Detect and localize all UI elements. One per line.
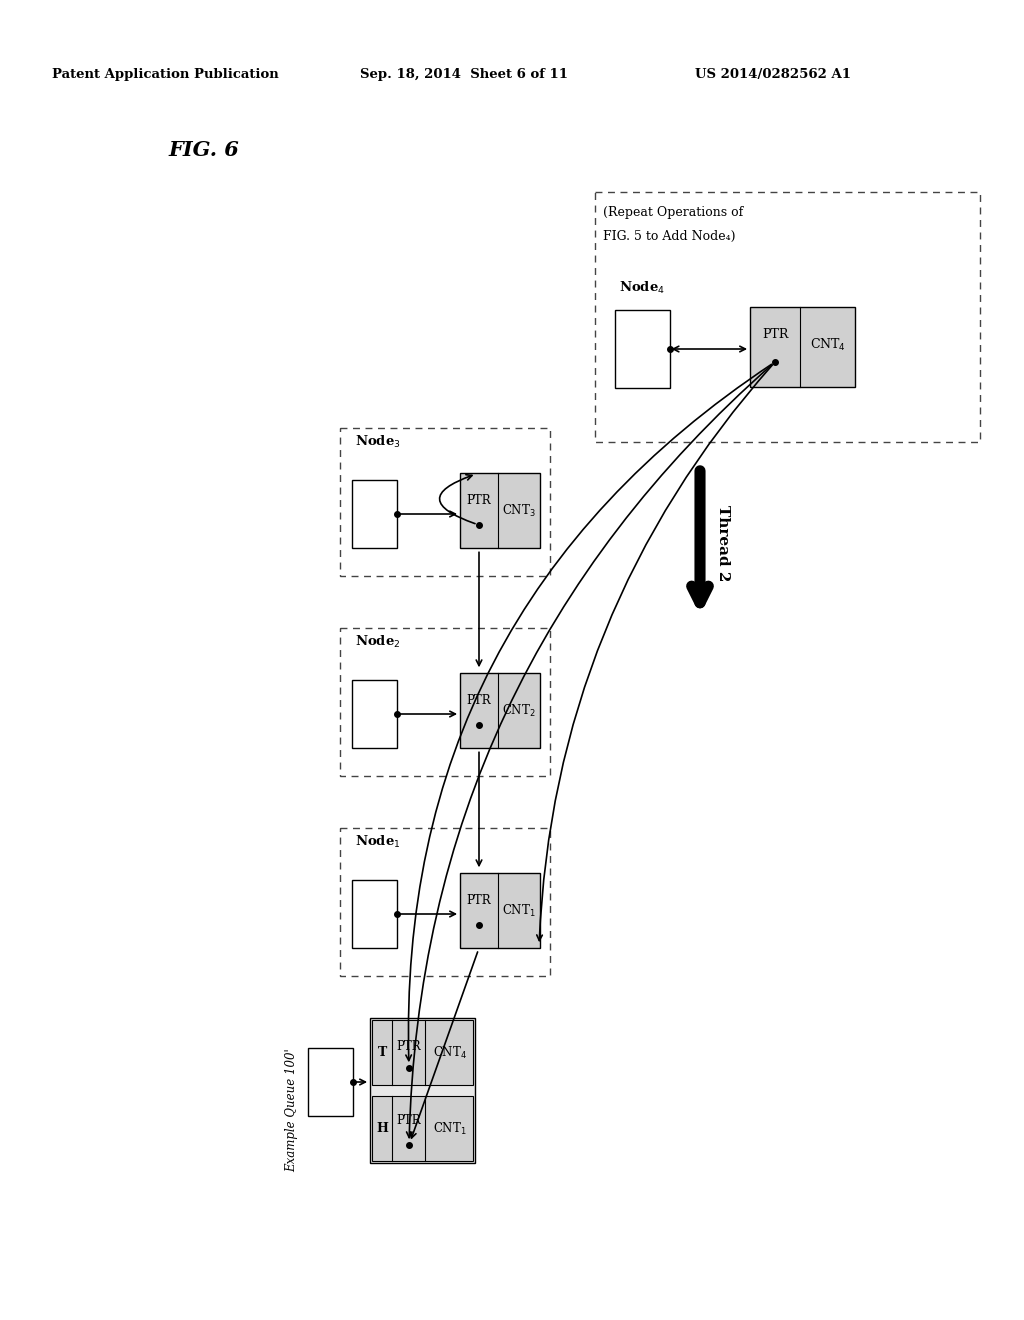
FancyArrowPatch shape xyxy=(673,346,745,351)
Text: CNT$_1$: CNT$_1$ xyxy=(433,1121,467,1137)
FancyArrowPatch shape xyxy=(398,711,456,717)
Text: H: H xyxy=(376,1122,388,1135)
Bar xyxy=(372,1096,473,1162)
Text: CNT$_4$: CNT$_4$ xyxy=(810,337,846,352)
Text: PTR: PTR xyxy=(396,1040,421,1052)
FancyArrowPatch shape xyxy=(354,1080,366,1085)
Bar xyxy=(352,880,397,948)
Bar xyxy=(308,1048,353,1115)
Text: (Repeat Operations of: (Repeat Operations of xyxy=(603,206,743,219)
Text: CNT$_3$: CNT$_3$ xyxy=(502,503,536,519)
Text: T: T xyxy=(378,1047,387,1060)
Bar xyxy=(615,310,670,388)
Text: PTR: PTR xyxy=(467,694,492,708)
Text: Node$_2$: Node$_2$ xyxy=(355,634,400,651)
Text: Node$_4$: Node$_4$ xyxy=(618,280,665,296)
Text: Example Queue 100': Example Queue 100' xyxy=(286,1048,299,1172)
Text: Node$_3$: Node$_3$ xyxy=(355,434,400,450)
Bar xyxy=(460,673,540,748)
Bar xyxy=(340,628,550,776)
Text: FIG. 6: FIG. 6 xyxy=(168,140,239,160)
Bar xyxy=(370,1018,475,1163)
Bar xyxy=(460,873,540,948)
Text: US 2014/0282562 A1: US 2014/0282562 A1 xyxy=(695,69,851,81)
FancyArrowPatch shape xyxy=(439,475,475,524)
FancyArrowPatch shape xyxy=(537,366,772,941)
Bar xyxy=(340,828,550,975)
Text: PTR: PTR xyxy=(467,495,492,507)
Bar xyxy=(352,480,397,548)
Text: Node$_1$: Node$_1$ xyxy=(355,834,400,850)
Text: FIG. 5 to Add Node₄): FIG. 5 to Add Node₄) xyxy=(603,230,735,243)
Text: CNT$_1$: CNT$_1$ xyxy=(502,903,536,919)
Text: CNT$_4$: CNT$_4$ xyxy=(433,1045,467,1061)
FancyArrowPatch shape xyxy=(476,752,481,866)
Text: PTR: PTR xyxy=(467,895,492,908)
Bar xyxy=(750,308,855,387)
FancyArrowPatch shape xyxy=(398,911,456,917)
Text: PTR: PTR xyxy=(396,1114,421,1127)
Bar xyxy=(352,680,397,748)
Text: Sep. 18, 2014  Sheet 6 of 11: Sep. 18, 2014 Sheet 6 of 11 xyxy=(360,69,568,81)
Bar xyxy=(460,473,540,548)
Text: PTR: PTR xyxy=(762,329,788,342)
Bar xyxy=(595,191,980,442)
Bar xyxy=(372,1020,473,1085)
Text: CNT$_2$: CNT$_2$ xyxy=(502,704,536,719)
FancyArrowPatch shape xyxy=(407,364,772,1138)
Bar xyxy=(340,428,550,576)
Text: Patent Application Publication: Patent Application Publication xyxy=(52,69,279,81)
FancyArrowPatch shape xyxy=(406,364,771,1060)
FancyArrowPatch shape xyxy=(398,511,456,516)
Text: Thread 2: Thread 2 xyxy=(716,504,730,581)
FancyArrowPatch shape xyxy=(411,952,477,1138)
FancyArrowPatch shape xyxy=(476,552,481,665)
